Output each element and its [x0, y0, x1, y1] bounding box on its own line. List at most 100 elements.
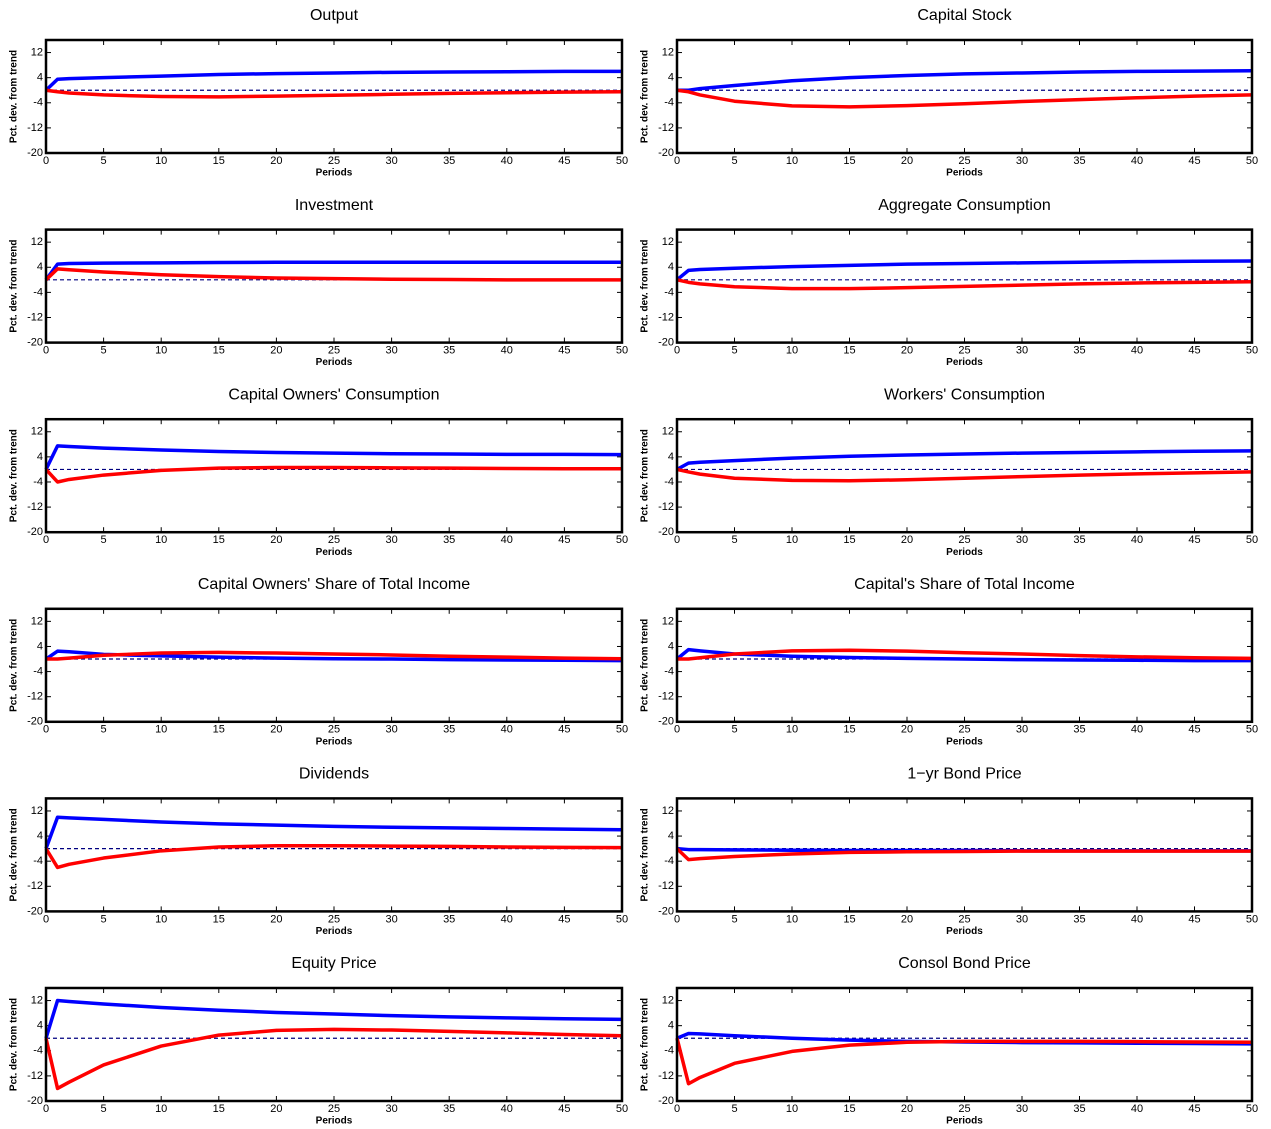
chart-title: Capital Stock — [917, 7, 1012, 24]
series-line — [676, 467, 1253, 483]
x-tick-label: 35 — [1073, 724, 1085, 736]
y-axis-label: Pct. dev. from trend — [9, 240, 20, 333]
x-tick-label: 35 — [443, 534, 455, 546]
y-tick-label: -20 — [27, 147, 43, 159]
plot-frame — [675, 986, 1254, 1103]
y-tick-label: -4 — [664, 286, 674, 298]
y-tick-label: -4 — [33, 665, 43, 677]
y-tick-label: -20 — [27, 905, 43, 917]
x-tick-label: 25 — [958, 155, 970, 167]
x-tick-label: 0 — [674, 155, 680, 167]
x-tick-label: 20 — [270, 345, 282, 357]
chart-title: Capital Owners' Share of Total Income — [198, 576, 470, 593]
y-tick-label: -4 — [664, 855, 674, 867]
x-tick-label: 30 — [385, 1103, 397, 1115]
x-tick-label: 0 — [674, 1103, 680, 1115]
series-line — [44, 260, 622, 281]
x-tick-label: 40 — [1131, 913, 1143, 925]
x-tick-label: 35 — [443, 724, 455, 736]
x-tick-label: 20 — [901, 1103, 913, 1115]
y-tick-label: 4 — [668, 830, 674, 842]
x-tick-label: 25 — [328, 534, 340, 546]
x-tick-label: 25 — [328, 913, 340, 925]
y-axis-label: Pct. dev. from trend — [640, 998, 651, 1091]
plot-frame — [44, 38, 624, 155]
x-tick-label: 10 — [155, 724, 167, 736]
x-tick-label: 15 — [213, 155, 225, 167]
x-tick-label: 0 — [43, 534, 49, 546]
x-tick-label: 50 — [1246, 534, 1258, 546]
y-axis-label: Pct. dev. from trend — [9, 619, 20, 712]
y-tick-label: 12 — [662, 805, 674, 817]
y-tick-label: 4 — [37, 72, 43, 84]
y-tick-label: -4 — [664, 665, 674, 677]
x-axis-label: Periods — [946, 547, 983, 558]
y-tick-label: 12 — [31, 994, 43, 1006]
x-tick-label: 45 — [558, 155, 570, 167]
x-tick-label: 25 — [328, 345, 340, 357]
x-tick-label: 0 — [43, 724, 49, 736]
x-tick-label: 10 — [155, 913, 167, 925]
x-axis-label: Periods — [946, 357, 983, 368]
x-tick-label: 35 — [443, 913, 455, 925]
x-tick-label: 40 — [1131, 534, 1143, 546]
y-tick-label: 12 — [31, 426, 43, 438]
x-tick-label: 45 — [1188, 1103, 1200, 1115]
x-tick-label: 40 — [1131, 1103, 1143, 1115]
y-tick-label: -12 — [658, 880, 674, 892]
chart-title: Output — [310, 7, 359, 24]
x-tick-label: 50 — [616, 345, 628, 357]
y-tick-label: -12 — [27, 691, 43, 703]
y-tick-label: 4 — [668, 72, 674, 84]
x-tick-label: 40 — [1131, 155, 1143, 167]
x-tick-label: 35 — [1073, 155, 1085, 167]
y-axis-label: Pct. dev. from trend — [640, 619, 651, 712]
plot-frame — [44, 417, 624, 534]
y-tick-label: -4 — [33, 286, 43, 298]
x-tick-label: 25 — [958, 534, 970, 546]
x-axis-label: Periods — [946, 168, 983, 179]
x-tick-label: 50 — [616, 155, 628, 167]
y-tick-label: -4 — [664, 97, 674, 109]
y-tick-label: 12 — [662, 236, 674, 248]
x-tick-label: 40 — [1131, 724, 1143, 736]
x-tick-label: 5 — [731, 1103, 737, 1115]
x-tick-label: 25 — [958, 913, 970, 925]
y-tick-label: 4 — [668, 451, 674, 463]
x-tick-label: 30 — [385, 724, 397, 736]
x-tick-label: 45 — [558, 724, 570, 736]
y-tick-label: -12 — [658, 311, 674, 323]
y-tick-label: 4 — [37, 830, 43, 842]
series-line — [44, 998, 623, 1039]
series-line — [44, 444, 623, 471]
x-tick-label: 10 — [786, 534, 798, 546]
chart-title: Aggregate Consumption — [878, 197, 1051, 214]
x-tick-label: 15 — [213, 534, 225, 546]
x-tick-label: 5 — [731, 345, 737, 357]
x-tick-label: 35 — [443, 155, 455, 167]
series-line — [676, 449, 1253, 471]
y-axis-label: Pct. dev. from trend — [640, 808, 651, 901]
x-tick-label: 30 — [385, 534, 397, 546]
plot-frame — [44, 607, 624, 724]
series-line — [44, 267, 622, 282]
plot-frame — [44, 797, 624, 913]
x-tick-label: 5 — [731, 155, 737, 167]
y-tick-label: 12 — [662, 615, 674, 627]
series-line — [675, 647, 1252, 663]
y-axis-label: Pct. dev. from trend — [640, 240, 651, 333]
y-tick-label: -20 — [27, 526, 43, 538]
y-tick-label: -20 — [658, 337, 674, 349]
chart-title: Dividends — [299, 766, 369, 783]
x-tick-label: 25 — [958, 724, 970, 736]
plot-frame — [44, 986, 624, 1103]
y-tick-label: -4 — [33, 855, 43, 867]
y-tick-label: -12 — [27, 501, 43, 513]
x-tick-label: 0 — [43, 913, 49, 925]
chart-title: Consol Bond Price — [898, 955, 1031, 972]
series-line — [675, 1037, 1253, 1086]
x-tick-label: 5 — [101, 724, 107, 736]
x-tick-label: 20 — [270, 913, 282, 925]
y-axis-label: Pct. dev. from trend — [640, 50, 651, 143]
